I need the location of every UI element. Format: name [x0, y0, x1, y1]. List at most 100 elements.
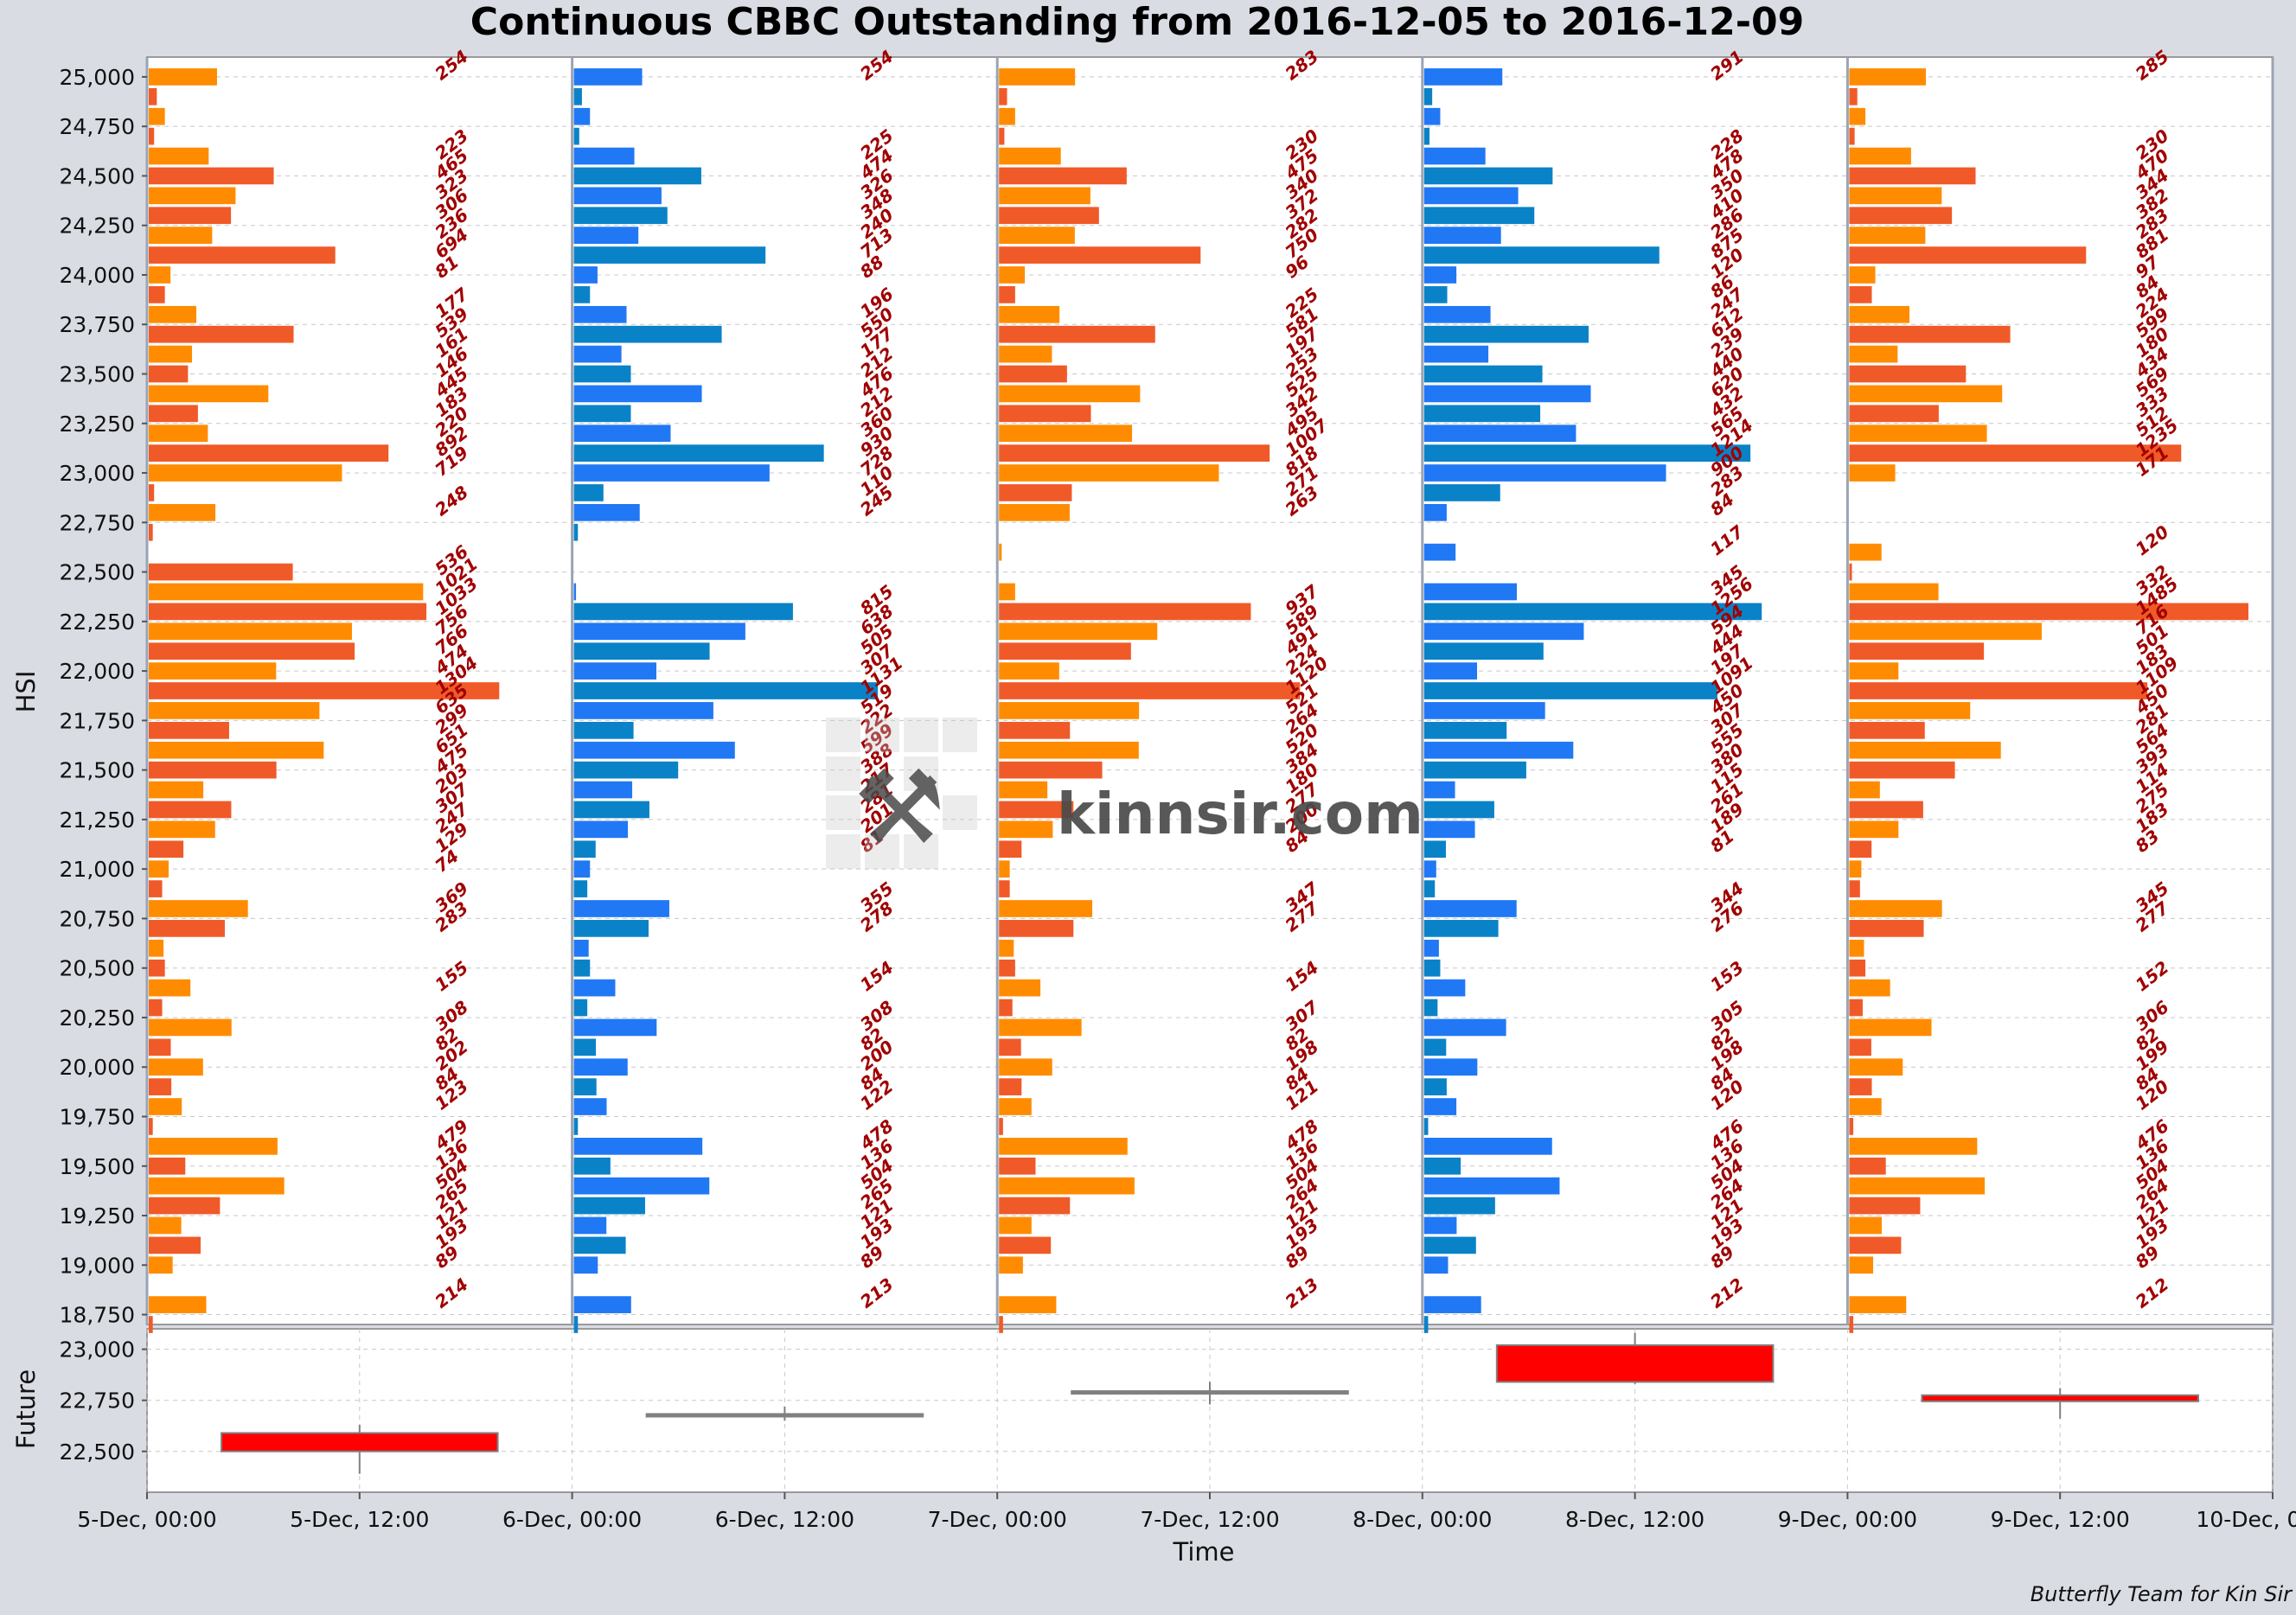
cbbc-bar: [999, 702, 1140, 719]
cbbc-bar: [573, 761, 679, 779]
cbbc-bar: [573, 127, 579, 145]
cbbc-bar: [149, 820, 215, 839]
cbbc-bar: [1849, 286, 1872, 303]
cbbc-bar: [1849, 207, 1953, 225]
cbbc-bar: [1849, 820, 1899, 839]
cbbc-bar: [1849, 880, 1860, 897]
cbbc-bar: [149, 87, 157, 105]
cbbc-bar: [149, 246, 336, 264]
candle-body: [1495, 1344, 1775, 1383]
cbbc-bar: [1849, 702, 1971, 719]
cbbc-bar: [1423, 1098, 1457, 1115]
cbbc-bar: [573, 246, 766, 264]
cbbc-bar: [1423, 662, 1478, 680]
cbbc-bar: [149, 642, 355, 661]
cbbc-bar: [1423, 1038, 1447, 1056]
bars-layer: [149, 68, 2248, 1333]
cbbc-bar: [1849, 147, 1911, 165]
cbbc-bar: [573, 147, 635, 165]
cbbc-bar: [573, 900, 669, 917]
cbbc-bar: [999, 1078, 1022, 1095]
hsi-tick-label: 19,250: [60, 1203, 135, 1229]
cbbc-bar: [149, 1058, 203, 1076]
cbbc-bar: [1849, 187, 1942, 205]
cbbc-bar: [1423, 484, 1500, 501]
cbbc-bar: [1423, 979, 1466, 997]
cbbc-bar: [149, 1137, 278, 1155]
cbbc-bar: [999, 840, 1022, 859]
cbbc-bar: [1849, 642, 1985, 661]
cbbc-bar: [573, 682, 879, 699]
cbbc-bar: [1423, 1157, 1461, 1175]
cbbc-bar: [573, 622, 745, 641]
cbbc-bar: [573, 1216, 607, 1235]
cbbc-bar: [1423, 325, 1589, 343]
cbbc-bar: [573, 385, 702, 403]
cbbc-bar: [573, 107, 591, 125]
cbbc-bar: [1849, 246, 2087, 264]
time-xticks: 5-Dec, 00:00 5-Dec, 12:00 6-Dec, 00:00 6-De…: [77, 1492, 2296, 1532]
hsi-tick-label: 21,000: [60, 857, 135, 882]
cbbc-bar: [149, 127, 155, 145]
cbbc-bar: [573, 1078, 597, 1095]
cbbc-bar: [999, 1177, 1135, 1195]
cbbc-bar: [1423, 87, 1433, 105]
cbbc-bar: [1849, 1137, 1978, 1155]
watermark-cell: [904, 718, 938, 752]
cbbc-bar: [573, 920, 649, 937]
cbbc-bar: [573, 187, 662, 205]
cbbc-bar: [149, 444, 389, 462]
cbbc-bar: [1849, 345, 1898, 363]
cbbc-bar: [573, 1296, 631, 1313]
cbbc-bar: [149, 840, 184, 859]
cbbc-bar: [1423, 880, 1436, 897]
cbbc-bar: [1423, 207, 1535, 225]
future-tick-label: 22,500: [60, 1439, 135, 1465]
cbbc-bar: [149, 1197, 221, 1215]
cbbc-bar: [149, 167, 274, 185]
cbbc-bar: [999, 1197, 1071, 1215]
hsi-tick-label: 24,250: [60, 214, 135, 239]
cbbc-bar: [149, 286, 165, 303]
cbbc-bar: [1849, 1316, 1854, 1333]
hsi-tick-label: 24,750: [60, 114, 135, 139]
cbbc-bar: [1849, 959, 1866, 977]
hsi-tick-label: 24,500: [60, 163, 135, 188]
time-axis-title: Time: [1173, 1537, 1235, 1567]
cbbc-bar: [1423, 444, 1751, 462]
cbbc-bar: [1849, 1118, 1854, 1135]
cbbc-bar: [1423, 503, 1447, 521]
cbbc-bar: [999, 187, 1090, 205]
hsi-tick-label: 20,500: [60, 956, 135, 981]
cbbc-bar: [999, 662, 1059, 680]
cbbc-bar: [1849, 920, 1924, 937]
cbbc-bar: [999, 464, 1219, 482]
cbbc-bar: [999, 642, 1131, 661]
cbbc-bar: [1849, 305, 1910, 323]
future-tick-label: 22,750: [60, 1388, 135, 1414]
cbbc-bar: [1849, 1038, 1871, 1056]
cbbc-bar: [149, 1177, 285, 1195]
cbbc-bar: [149, 1236, 201, 1254]
cbbc-bar: [573, 1038, 597, 1056]
cbbc-bar: [149, 266, 171, 284]
cbbc-bar: [573, 503, 640, 521]
candle-body: [221, 1432, 499, 1452]
cbbc-bar: [999, 999, 1013, 1017]
time-tick-label: 6-Dec, 00:00: [502, 1507, 642, 1532]
cbbc-bar: [1423, 405, 1541, 423]
cbbc-bar: [999, 880, 1010, 897]
watermark: ⚒ kinnsir.com: [826, 718, 1423, 869]
cbbc-bar: [1849, 721, 1925, 739]
cbbc-bar: [1423, 286, 1448, 303]
cbbc-bar: [1849, 424, 1987, 443]
cbbc-bar: [999, 721, 1071, 739]
cbbc-bar: [999, 781, 1048, 799]
candles-layer: [221, 1332, 2199, 1474]
cbbc-bar: [1423, 107, 1441, 125]
hsi-tick-label: 22,500: [60, 560, 135, 585]
cbbc-bar: [1849, 325, 2011, 343]
time-tick-label: 5-Dec, 00:00: [77, 1507, 216, 1532]
watermark-cell: [865, 718, 899, 752]
cbbc-bar: [573, 642, 710, 661]
